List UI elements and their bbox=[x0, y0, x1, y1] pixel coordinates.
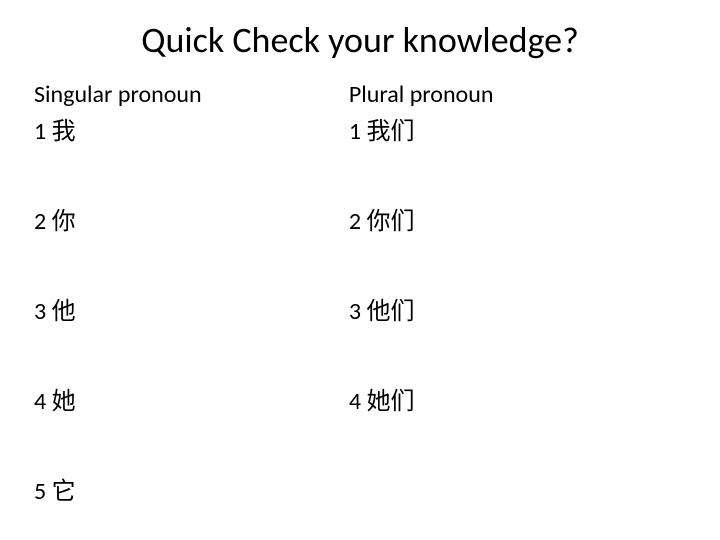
content-wrapper: Singular pronoun 1 我 2 你 3 他 4 她 5 它 Plu… bbox=[30, 80, 690, 506]
plural-item-2: 2 你们 bbox=[349, 201, 690, 236]
singular-item-5: 5 它 bbox=[34, 471, 349, 506]
singular-item-3: 3 他 bbox=[34, 291, 349, 326]
plural-item-4: 4 她们 bbox=[349, 381, 690, 416]
plural-item-1: 1 我们 bbox=[349, 111, 690, 146]
plural-header: Plural pronoun bbox=[349, 80, 690, 109]
page-title: Quick Check your knowledge? bbox=[30, 18, 690, 62]
singular-header: Singular pronoun bbox=[34, 80, 349, 109]
singular-item-1: 1 我 bbox=[34, 111, 349, 146]
plural-item-3: 3 他们 bbox=[349, 291, 690, 326]
singular-column: Singular pronoun 1 我 2 你 3 他 4 她 5 它 bbox=[34, 80, 349, 506]
singular-item-4: 4 她 bbox=[34, 381, 349, 416]
singular-item-2: 2 你 bbox=[34, 201, 349, 236]
plural-column: Plural pronoun 1 我们 2 你们 3 他们 4 她们 bbox=[349, 80, 690, 506]
